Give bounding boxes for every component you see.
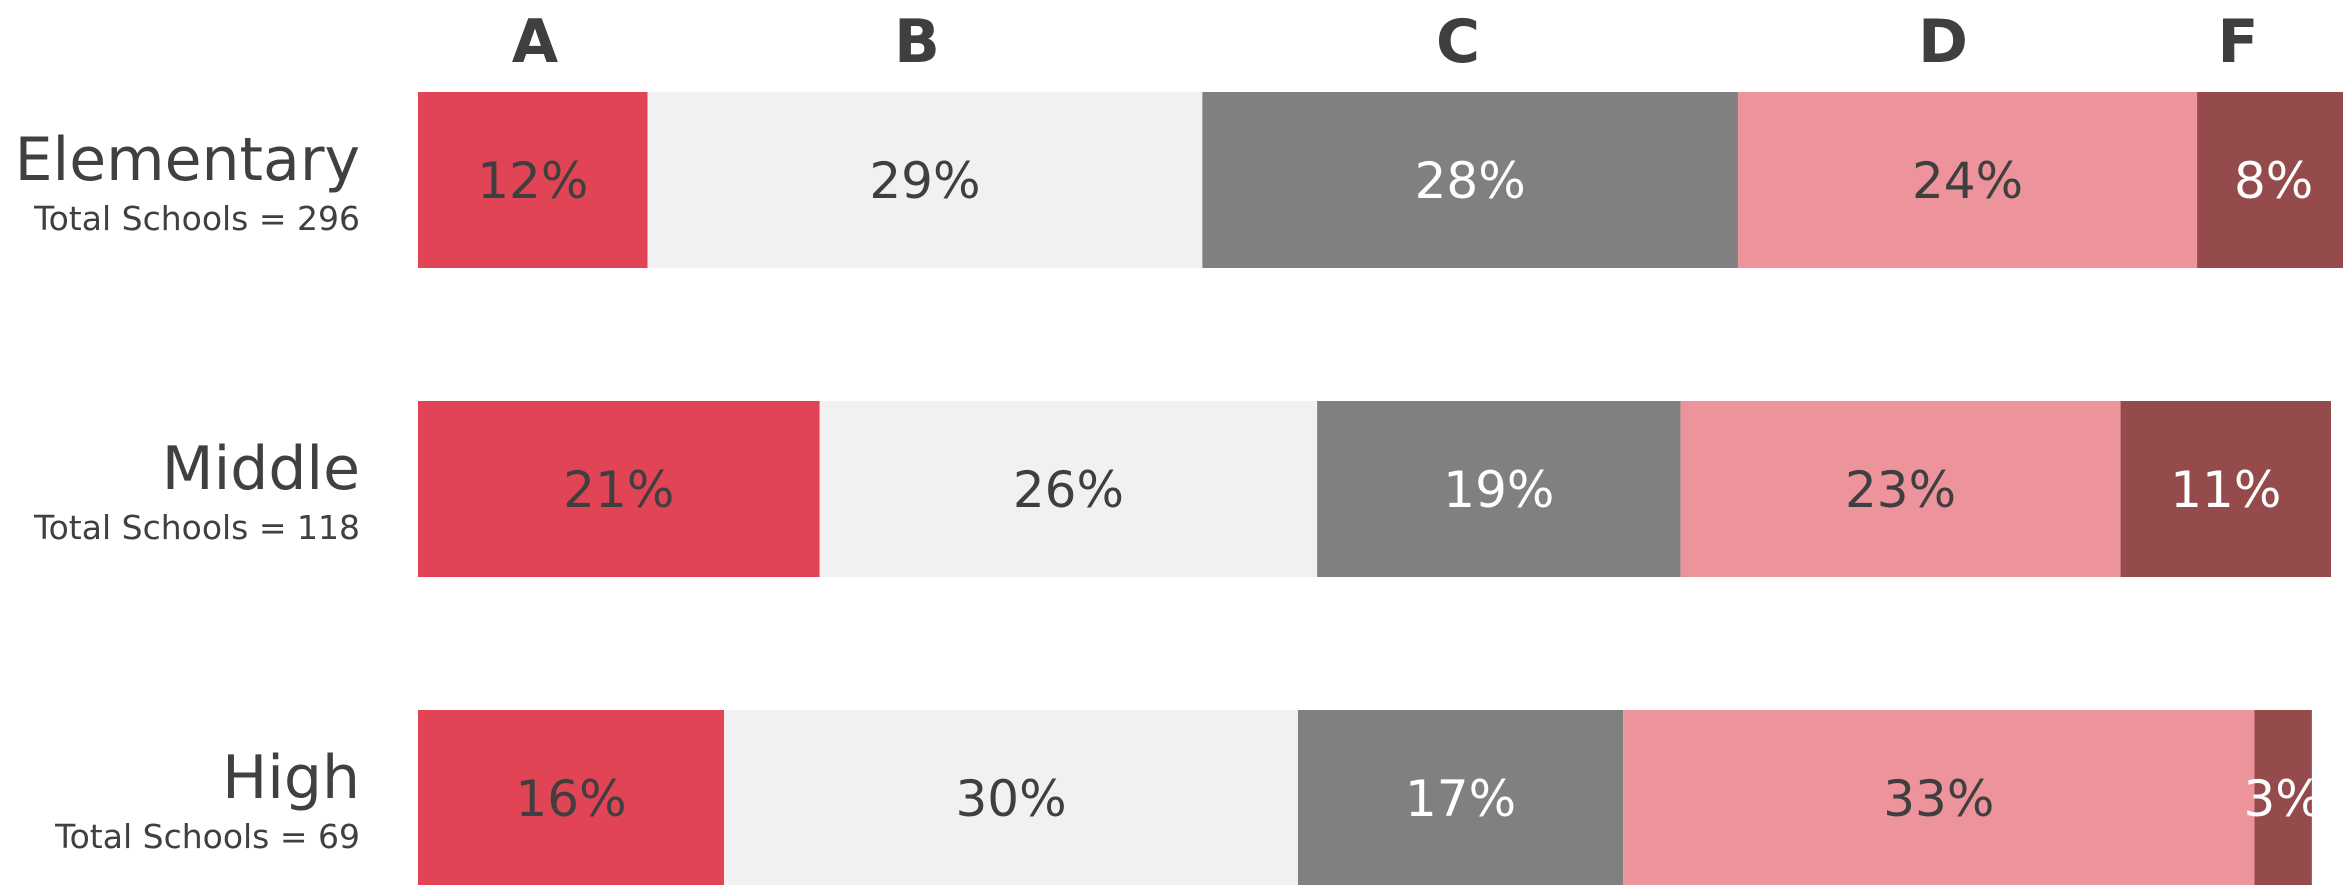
bar-middle-d xyxy=(1680,401,2121,577)
bar-middle-a xyxy=(418,401,820,577)
bar-high-d xyxy=(1623,710,2255,885)
data-label-middle-d: 23% xyxy=(1845,461,1956,519)
data-label-middle-c: 19% xyxy=(1443,461,1554,519)
bars: 12% 29% 28% 24% 8% 21% 26% 19% 23% 11% 16% 30% 17% 33… xyxy=(418,92,2343,885)
bar-elementary-a xyxy=(418,92,648,268)
bar-middle-f xyxy=(2120,401,2331,577)
data-label-high-a: 16% xyxy=(515,770,626,828)
bar-high-b xyxy=(724,710,1298,885)
bar-high-a xyxy=(418,710,725,885)
data-label-middle-b: 26% xyxy=(1013,461,1124,519)
data-label-middle-f: 11% xyxy=(2170,461,2281,519)
data-label-high-c: 17% xyxy=(1405,770,1516,828)
grade-header-f: F xyxy=(2218,7,2259,77)
bar-elementary-d xyxy=(1737,92,2198,268)
data-label-elementary-c: 28% xyxy=(1415,152,1526,210)
bar-high-c xyxy=(1297,710,1624,885)
bar-high-f xyxy=(2254,710,2312,885)
grade-header-b: B xyxy=(894,7,940,77)
data-label-middle-a: 21% xyxy=(563,461,674,519)
data-label-high-f: 3% xyxy=(2244,770,2323,828)
bar-elementary-c xyxy=(1202,92,1738,268)
grade-header-d: D xyxy=(1918,7,1968,77)
row-subtitle-middle: Total Schools = 118 xyxy=(33,508,360,547)
row-subtitle-elementary: Total Schools = 296 xyxy=(33,199,360,238)
grade-header-a: A xyxy=(512,7,559,77)
bar-elementary-b xyxy=(647,92,1203,268)
row-title-elementary: Elementary xyxy=(15,125,360,195)
grade-header-c: C xyxy=(1436,7,1480,77)
data-label-high-b: 30% xyxy=(955,770,1066,828)
bar-elementary-f xyxy=(2197,92,2343,268)
data-label-elementary-b: 29% xyxy=(869,152,980,210)
data-label-high-d: 33% xyxy=(1883,770,1994,828)
bar-middle-c xyxy=(1317,401,1681,577)
row-labels: Elementary Total Schools = 296 Middle Total… xyxy=(15,125,360,856)
row-subtitle-high: Total Schools = 69 xyxy=(54,817,360,856)
data-label-elementary-d: 24% xyxy=(1912,152,2023,210)
row-title-middle: Middle xyxy=(162,434,360,504)
data-label-elementary-a: 12% xyxy=(477,152,588,210)
row-title-high: High xyxy=(222,743,360,813)
bar-middle-b xyxy=(819,401,1318,577)
data-label-elementary-f: 8% xyxy=(2234,152,2313,210)
